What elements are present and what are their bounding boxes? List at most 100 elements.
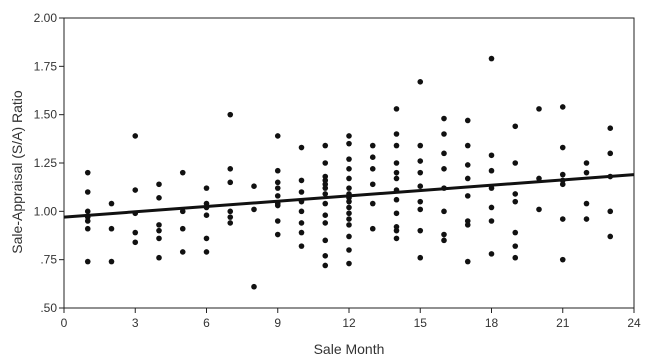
x-tick-label: 18 bbox=[485, 316, 499, 330]
data-point bbox=[274, 185, 281, 191]
data-point bbox=[512, 160, 519, 166]
data-point bbox=[346, 247, 352, 253]
data-point bbox=[464, 117, 471, 124]
data-point bbox=[464, 258, 471, 265]
data-point bbox=[417, 206, 424, 213]
data-point bbox=[346, 133, 352, 139]
data-point bbox=[322, 253, 329, 259]
data-point bbox=[346, 260, 352, 267]
data-point bbox=[84, 225, 91, 232]
data-point bbox=[346, 198, 352, 205]
data-point bbox=[488, 218, 495, 224]
data-point bbox=[227, 220, 234, 226]
plot-area: 0 3 6 9 12 15 18 21 24 .50 .75 1.00 1.25 1.50 1.75 2.00 bbox=[34, 11, 641, 330]
data-point bbox=[464, 175, 471, 182]
data-point bbox=[393, 196, 400, 203]
data-point bbox=[227, 208, 234, 215]
data-point bbox=[369, 200, 376, 207]
y-tick-label: 1.50 bbox=[34, 108, 58, 122]
data-point bbox=[227, 214, 234, 220]
data-point bbox=[393, 106, 400, 112]
data-point bbox=[298, 144, 305, 151]
data-point bbox=[417, 183, 424, 189]
data-point bbox=[108, 225, 115, 232]
data-point bbox=[393, 169, 400, 176]
data-point bbox=[583, 160, 590, 166]
data-point bbox=[346, 156, 352, 162]
data-point bbox=[322, 173, 329, 180]
data-point bbox=[441, 150, 447, 157]
data-point bbox=[346, 233, 352, 240]
data-point bbox=[441, 131, 447, 137]
data-point bbox=[227, 179, 234, 186]
data-point bbox=[512, 123, 519, 130]
data-point bbox=[607, 125, 614, 131]
data-point bbox=[393, 160, 400, 166]
data-point bbox=[298, 229, 305, 236]
data-point bbox=[203, 185, 210, 191]
data-point bbox=[346, 175, 352, 182]
data-point bbox=[346, 216, 352, 222]
x-tick-label: 9 bbox=[274, 316, 281, 330]
data-point bbox=[393, 142, 400, 149]
data-point bbox=[346, 204, 352, 211]
data-point bbox=[132, 239, 139, 246]
data-point bbox=[322, 220, 329, 226]
data-point bbox=[108, 200, 115, 207]
data-point bbox=[203, 212, 210, 218]
data-point bbox=[417, 142, 424, 149]
data-point bbox=[441, 237, 447, 244]
data-point bbox=[156, 195, 162, 201]
data-point bbox=[464, 218, 471, 224]
data-point bbox=[298, 189, 305, 195]
data-point bbox=[369, 154, 376, 160]
data-point bbox=[132, 133, 139, 139]
x-axis-label: Sale Month bbox=[314, 341, 385, 357]
data-point bbox=[488, 55, 495, 62]
data-point bbox=[369, 225, 376, 232]
data-point bbox=[227, 166, 234, 172]
data-point bbox=[417, 158, 424, 164]
data-point bbox=[607, 233, 614, 240]
data-point bbox=[607, 150, 614, 157]
data-point bbox=[441, 208, 447, 215]
data-point bbox=[346, 210, 352, 217]
data-point bbox=[488, 204, 495, 211]
x-tick-label: 6 bbox=[203, 316, 210, 330]
data-point bbox=[179, 208, 186, 215]
data-point bbox=[512, 229, 519, 236]
data-point bbox=[536, 175, 542, 182]
data-point bbox=[322, 142, 329, 149]
data-point bbox=[203, 235, 210, 242]
data-point bbox=[156, 222, 162, 228]
data-point bbox=[583, 200, 590, 207]
data-point bbox=[464, 193, 471, 199]
data-point bbox=[346, 166, 352, 172]
data-point bbox=[488, 167, 495, 174]
data-point bbox=[274, 133, 281, 139]
data-point bbox=[156, 227, 162, 234]
data-point bbox=[298, 220, 305, 226]
data-point bbox=[274, 202, 281, 209]
data-point bbox=[251, 283, 257, 290]
data-point bbox=[156, 254, 162, 261]
data-point bbox=[393, 227, 400, 234]
data-point bbox=[84, 208, 91, 215]
data-point bbox=[251, 183, 257, 189]
data-point bbox=[441, 166, 447, 172]
data-point bbox=[536, 206, 542, 213]
data-point bbox=[512, 243, 519, 249]
data-point bbox=[346, 185, 352, 191]
data-point bbox=[417, 227, 424, 234]
data-point bbox=[393, 175, 400, 182]
data-point bbox=[108, 258, 115, 265]
data-point bbox=[84, 218, 91, 224]
x-tick-label: 15 bbox=[414, 316, 428, 330]
data-point bbox=[322, 262, 329, 269]
data-point bbox=[417, 169, 424, 176]
y-axis-label: Sale-Appraisal (S/A) Ratio bbox=[9, 90, 25, 254]
data-point bbox=[512, 198, 519, 205]
data-point bbox=[346, 222, 352, 228]
x-tick-label: 12 bbox=[342, 316, 356, 330]
